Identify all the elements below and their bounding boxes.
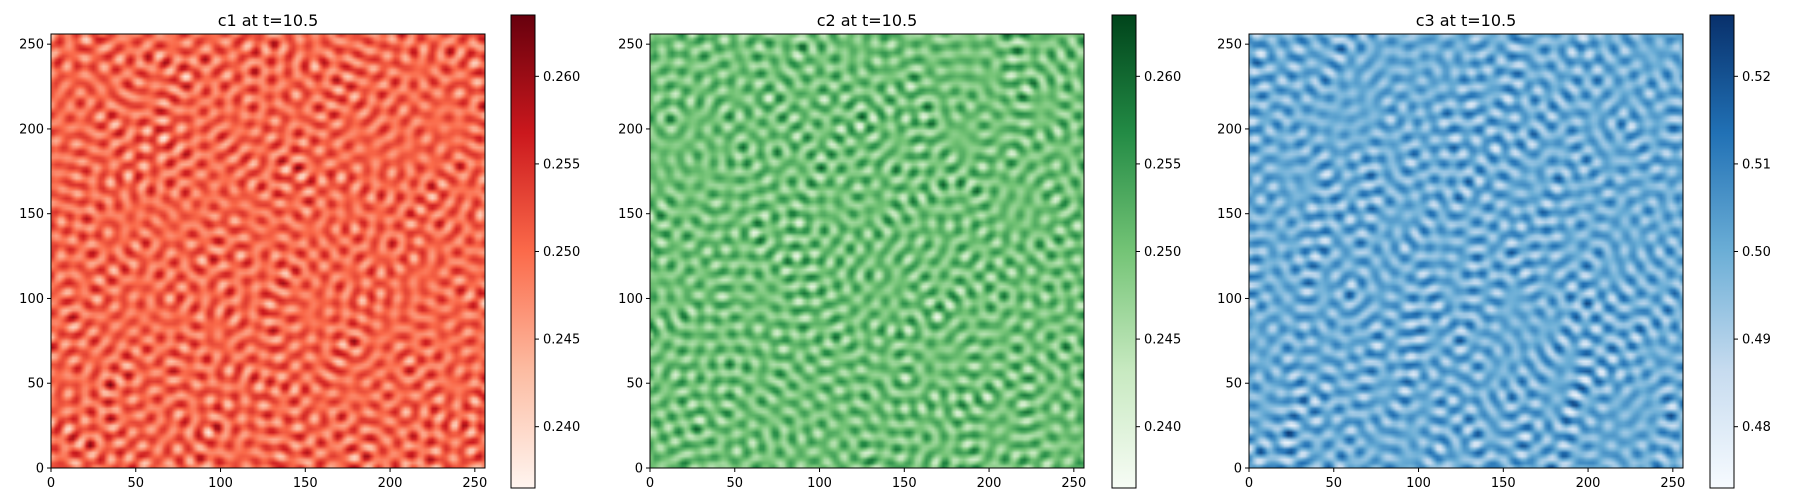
x-tick-label: 50 (1325, 476, 1342, 491)
heatmap-image (650, 34, 1084, 468)
colorbar (1709, 14, 1735, 489)
panel-title: c2 at t=10.5 (817, 11, 918, 30)
x-tick-label: 200 (1576, 476, 1601, 491)
colorbar-tick-label: 0.260 (1144, 70, 1181, 85)
y-tick-label: 150 (19, 207, 44, 222)
colorbar (1111, 14, 1137, 489)
heatmap-image (51, 34, 485, 468)
colorbar-tick-label: 0.50 (1742, 245, 1771, 260)
colorbar-tick-label: 0.250 (1144, 245, 1181, 260)
y-tick-label: 250 (618, 38, 643, 53)
colorbar-tick-label: 0.260 (543, 70, 580, 85)
colorbar-tick-label: 0.245 (1144, 333, 1181, 348)
colorbar-tick-label: 0.51 (1742, 157, 1771, 172)
axes-frame (50, 33, 486, 469)
y-tick-label: 100 (1217, 292, 1242, 307)
x-tick-label: 250 (1660, 476, 1685, 491)
x-tick-label: 100 (807, 476, 832, 491)
y-tick-label: 100 (19, 292, 44, 307)
colorbar-tick-label: 0.48 (1742, 420, 1771, 435)
colorbar-tick-label: 0.240 (1144, 420, 1181, 435)
y-tick-label: 50 (626, 377, 643, 392)
panel-title: c1 at t=10.5 (218, 11, 319, 30)
x-tick-label: 150 (1491, 476, 1516, 491)
heatmap-panel-1: c1 at t=10.5 0 50 100 150 200 250 0 50 100 150 200 2… (19, 11, 580, 491)
y-tick-label: 50 (1225, 377, 1242, 392)
x-tick-label: 50 (726, 476, 743, 491)
x-tick-label: 200 (977, 476, 1002, 491)
colorbar-tick-label: 0.240 (543, 420, 580, 435)
y-tick-label: 50 (27, 377, 44, 392)
colorbar-tick-label: 0.255 (1144, 157, 1181, 172)
y-tick-label: 150 (1217, 207, 1242, 222)
x-tick-label: 50 (127, 476, 144, 491)
y-tick-label: 200 (1217, 122, 1242, 137)
colorbar-tick-label: 0.52 (1742, 70, 1771, 85)
heatmap-panel-2: c2 at t=10.5 0 50 100 150 200 250 0 50 100 150 200 2… (618, 11, 1181, 491)
x-tick-label: 200 (378, 476, 403, 491)
x-tick-label: 0 (47, 476, 55, 491)
y-tick-label: 200 (618, 122, 643, 137)
panel-title: c3 at t=10.5 (1416, 11, 1517, 30)
colorbar-tick-label: 0.245 (543, 333, 580, 348)
x-tick-label: 100 (1406, 476, 1431, 491)
colorbar-tick-label: 0.255 (543, 157, 580, 172)
x-tick-label: 150 (293, 476, 318, 491)
axes-frame (649, 33, 1085, 469)
y-tick-label: 250 (19, 38, 44, 53)
x-tick-label: 250 (1061, 476, 1086, 491)
y-tick-label: 150 (618, 207, 643, 222)
colorbar-tick-label: 0.250 (543, 245, 580, 260)
x-tick-label: 250 (462, 476, 487, 491)
colorbar-tick-label: 0.49 (1742, 333, 1771, 348)
x-tick-label: 100 (208, 476, 233, 491)
x-tick-label: 0 (1245, 476, 1253, 491)
x-tick-label: 0 (646, 476, 654, 491)
heatmap-panel-3: c3 at t=10.5 0 50 100 150 200 250 0 50 100 150 200 2… (1217, 11, 1771, 491)
y-tick-label: 250 (1217, 38, 1242, 53)
heatmap-image (1249, 34, 1683, 468)
x-tick-label: 150 (892, 476, 917, 491)
y-tick-label: 0 (635, 462, 643, 477)
axes-frame (1248, 33, 1684, 469)
colorbar (510, 14, 536, 489)
y-tick-label: 200 (19, 122, 44, 137)
y-tick-label: 100 (618, 292, 643, 307)
y-tick-label: 0 (36, 462, 44, 477)
y-tick-label: 0 (1234, 462, 1242, 477)
